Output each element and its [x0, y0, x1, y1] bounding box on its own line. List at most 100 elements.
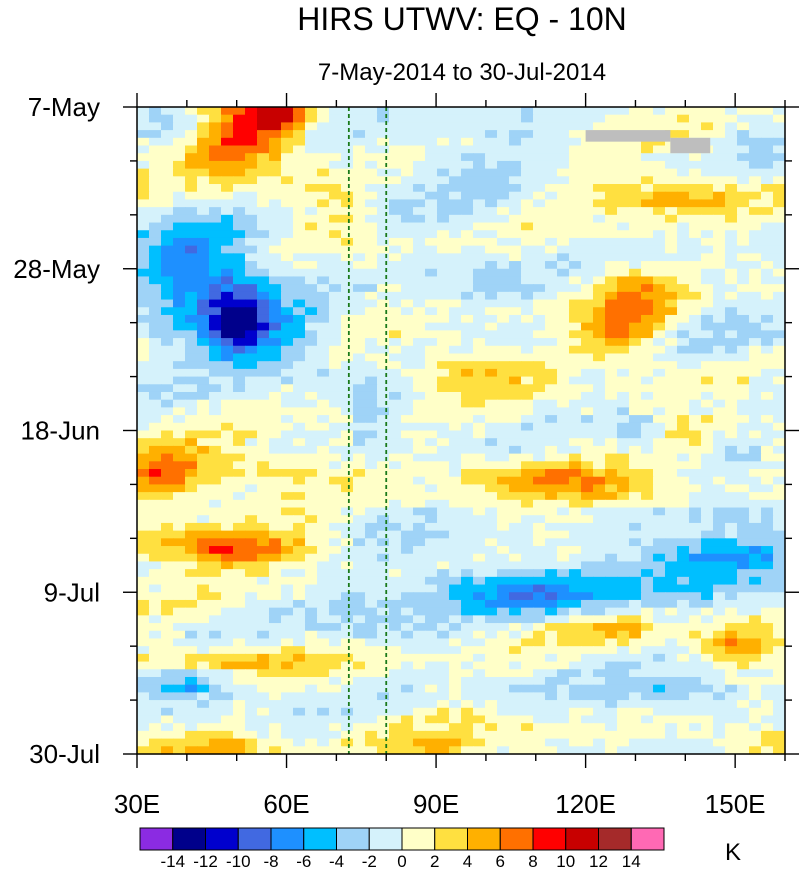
heatmap-cell — [209, 445, 222, 455]
heatmap-cell — [617, 684, 630, 693]
heatmap-cell — [173, 107, 186, 116]
heatmap-cell — [173, 469, 186, 478]
heatmap-cell — [365, 291, 378, 301]
heatmap-cell — [437, 368, 450, 378]
heatmap-cell — [545, 661, 558, 670]
heatmap-cell — [749, 207, 762, 216]
heatmap-cell — [521, 746, 534, 755]
heatmap-cell — [317, 153, 330, 162]
heatmap-cell — [281, 145, 294, 154]
heatmap-cell — [341, 391, 354, 401]
heatmap-cell — [413, 422, 426, 432]
heatmap-cell — [257, 314, 270, 324]
heatmap-cell — [485, 546, 498, 555]
heatmap-cell — [293, 122, 306, 131]
heatmap-cell — [749, 291, 762, 301]
heatmap-cell — [221, 245, 234, 254]
heatmap-cell — [593, 653, 606, 663]
heatmap-cell — [557, 692, 570, 701]
heatmap-cell — [401, 284, 414, 293]
heatmap-cell — [257, 492, 270, 501]
heatmap-cell — [149, 584, 162, 593]
heatmap-cell — [641, 438, 654, 447]
heatmap-cell — [137, 214, 150, 224]
heatmap-cell — [533, 576, 546, 586]
heatmap-cell — [773, 653, 786, 663]
heatmap-cell — [281, 538, 294, 547]
heatmap-cell — [353, 746, 366, 755]
heatmap-cell — [293, 230, 306, 239]
heatmap-cell — [677, 576, 690, 586]
heatmap-cell — [389, 415, 402, 424]
heatmap-cell — [149, 353, 162, 362]
heatmap-cell — [761, 291, 774, 301]
heatmap-cell — [617, 222, 630, 231]
heatmap-cell — [413, 730, 426, 740]
colorbar-swatch — [532, 827, 567, 851]
heatmap-cell — [317, 384, 330, 393]
heatmap-cell — [773, 314, 786, 324]
heatmap-cell — [653, 207, 666, 216]
heatmap-cell — [401, 522, 414, 532]
heatmap-cell — [305, 445, 318, 455]
heatmap-cell — [653, 314, 666, 324]
heatmap-cell — [509, 391, 522, 401]
heatmap-cell — [257, 484, 270, 493]
heatmap-cell — [461, 207, 474, 216]
heatmap-cell — [497, 153, 510, 162]
heatmap-cell — [305, 368, 318, 378]
heatmap-cell — [173, 222, 186, 231]
heatmap-cell — [725, 438, 738, 447]
heatmap-cell — [605, 738, 618, 747]
heatmap-cell — [317, 676, 330, 686]
heatmap-cell — [161, 607, 174, 616]
heatmap-cell — [533, 515, 546, 524]
heatmap-cell — [437, 284, 450, 293]
heatmap-cell — [353, 338, 366, 347]
heatmap-cell — [437, 438, 450, 447]
heatmap-cell — [665, 107, 678, 116]
heatmap-cell — [233, 599, 246, 609]
heatmap-cell — [665, 515, 678, 524]
heatmap-cell — [713, 107, 726, 116]
heatmap-cell — [281, 107, 294, 116]
heatmap-cell — [317, 422, 330, 432]
heatmap-cell — [341, 445, 354, 455]
heatmap-cell — [509, 153, 522, 162]
heatmap-cell — [401, 245, 414, 254]
heatmap-cell — [461, 160, 474, 170]
heatmap-cell — [461, 738, 474, 747]
heatmap-cell — [305, 499, 318, 509]
heatmap-cell — [257, 153, 270, 162]
heatmap-cell — [545, 314, 558, 324]
heatmap-cell — [149, 261, 162, 270]
heatmap-cell — [353, 368, 366, 378]
heatmap-cell — [341, 407, 354, 416]
heatmap-cell — [761, 314, 774, 324]
heatmap-cell — [605, 507, 618, 516]
heatmap-cell — [737, 214, 750, 224]
heatmap-cell — [329, 376, 342, 385]
heatmap-cell — [533, 207, 546, 216]
heatmap-cell — [137, 599, 150, 609]
heatmap-cell — [641, 730, 654, 740]
heatmap-cell — [497, 168, 510, 177]
heatmap-cell — [449, 199, 462, 208]
heatmap-cell — [413, 253, 426, 262]
heatmap-cell — [161, 515, 174, 524]
heatmap-cell — [245, 338, 258, 347]
heatmap-cell — [569, 376, 582, 385]
heatmap-cell — [581, 530, 594, 539]
heatmap-cell — [437, 715, 450, 724]
heatmap-cell — [581, 469, 594, 478]
heatmap-cell — [473, 130, 486, 139]
heatmap-cell — [773, 484, 786, 493]
heatmap-cell — [329, 561, 342, 570]
heatmap-cell — [629, 492, 642, 501]
heatmap-cell — [293, 561, 306, 570]
heatmap-cell — [497, 368, 510, 378]
heatmap-cell — [401, 599, 414, 609]
heatmap-cell — [221, 461, 234, 470]
heatmap-cell — [305, 291, 318, 301]
heatmap-cell — [437, 669, 450, 678]
